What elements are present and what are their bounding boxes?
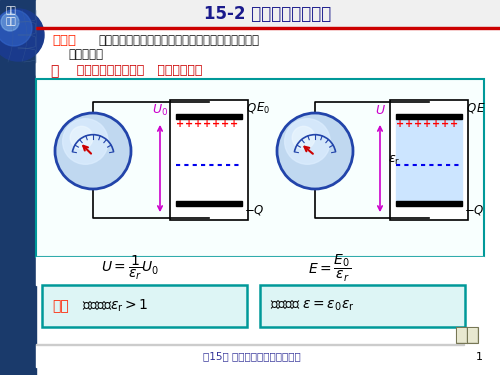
Text: +: + xyxy=(176,119,184,129)
Circle shape xyxy=(70,126,93,149)
Text: $E_0$: $E_0$ xyxy=(256,100,270,116)
Text: +: + xyxy=(203,119,211,129)
Text: $-Q$: $-Q$ xyxy=(244,203,264,217)
Text: +: + xyxy=(185,119,193,129)
Text: $U$: $U$ xyxy=(374,104,386,117)
Text: +: + xyxy=(450,119,458,129)
Text: 介电常数$\varepsilon_{\rm r}>1$: 介电常数$\varepsilon_{\rm r}>1$ xyxy=(82,298,148,314)
Text: +: + xyxy=(423,119,431,129)
Bar xyxy=(396,201,462,206)
Text: +: + xyxy=(212,119,220,129)
Bar xyxy=(36,0,500,29)
Bar xyxy=(36,29,500,75)
Bar xyxy=(456,327,478,343)
Bar xyxy=(36,257,484,285)
Text: ：分子中的正负电荷束缚得很紧，介质内部几乎没有: ：分子中的正负电荷束缚得很紧，介质内部几乎没有 xyxy=(98,34,259,48)
Text: +: + xyxy=(432,119,440,129)
Text: 大学: 大学 xyxy=(6,6,16,15)
Circle shape xyxy=(55,113,131,189)
Text: $U = \dfrac{1}{\varepsilon_r} U_0$: $U = \dfrac{1}{\varepsilon_r} U_0$ xyxy=(101,254,159,282)
Bar xyxy=(396,119,462,201)
Bar xyxy=(468,328,477,342)
Text: +: + xyxy=(194,119,202,129)
Text: +: + xyxy=(414,119,422,129)
Text: 物理: 物理 xyxy=(6,18,16,27)
Bar xyxy=(390,100,468,220)
Bar xyxy=(176,201,242,206)
Text: 1: 1 xyxy=(476,352,482,362)
Text: 相对: 相对 xyxy=(52,299,69,313)
Bar xyxy=(396,114,462,119)
Text: $-Q$: $-Q$ xyxy=(464,203,484,217)
Text: $Q$: $Q$ xyxy=(466,101,477,115)
Text: $E = \dfrac{E_0}{\varepsilon_r}$: $E = \dfrac{E_0}{\varepsilon_r}$ xyxy=(308,252,352,284)
Text: 第15章 静电场中的导体和电介质: 第15章 静电场中的导体和电介质 xyxy=(203,351,301,361)
Text: 自由电荷。: 自由电荷。 xyxy=(68,48,103,60)
Text: 15-2 静电场中的电介质: 15-2 静电场中的电介质 xyxy=(204,5,332,23)
Bar xyxy=(36,344,464,345)
Text: $U_0$: $U_0$ xyxy=(152,102,168,117)
Circle shape xyxy=(62,119,108,164)
Bar xyxy=(457,328,466,342)
Text: 介电常数 $\varepsilon=\varepsilon_0\varepsilon_{\rm r}$: 介电常数 $\varepsilon=\varepsilon_0\varepsil… xyxy=(270,299,354,313)
Circle shape xyxy=(0,10,32,46)
Bar xyxy=(170,100,248,220)
Text: +: + xyxy=(230,119,238,129)
Bar xyxy=(36,79,484,257)
Text: +: + xyxy=(221,119,229,129)
Text: +: + xyxy=(441,119,449,129)
Text: $\varepsilon_{\rm r}$: $\varepsilon_{\rm r}$ xyxy=(388,153,400,166)
Bar xyxy=(36,63,500,79)
Circle shape xyxy=(292,126,315,149)
Circle shape xyxy=(0,9,44,61)
Bar xyxy=(0,0,36,375)
Circle shape xyxy=(1,13,19,31)
FancyBboxPatch shape xyxy=(260,285,465,327)
Text: $E$: $E$ xyxy=(476,102,486,114)
Text: $Q$: $Q$ xyxy=(246,101,257,115)
FancyBboxPatch shape xyxy=(42,285,247,327)
Text: 一: 一 xyxy=(50,64,58,78)
Bar xyxy=(36,27,500,29)
Text: 电介质对电场的影响   相对介电常数: 电介质对电场的影响 相对介电常数 xyxy=(68,64,202,78)
Text: 电介质: 电介质 xyxy=(52,34,76,48)
Bar xyxy=(176,114,242,119)
Circle shape xyxy=(277,113,353,189)
Circle shape xyxy=(284,119,330,164)
Text: +: + xyxy=(405,119,413,129)
Bar xyxy=(36,345,464,367)
Text: +: + xyxy=(396,119,404,129)
